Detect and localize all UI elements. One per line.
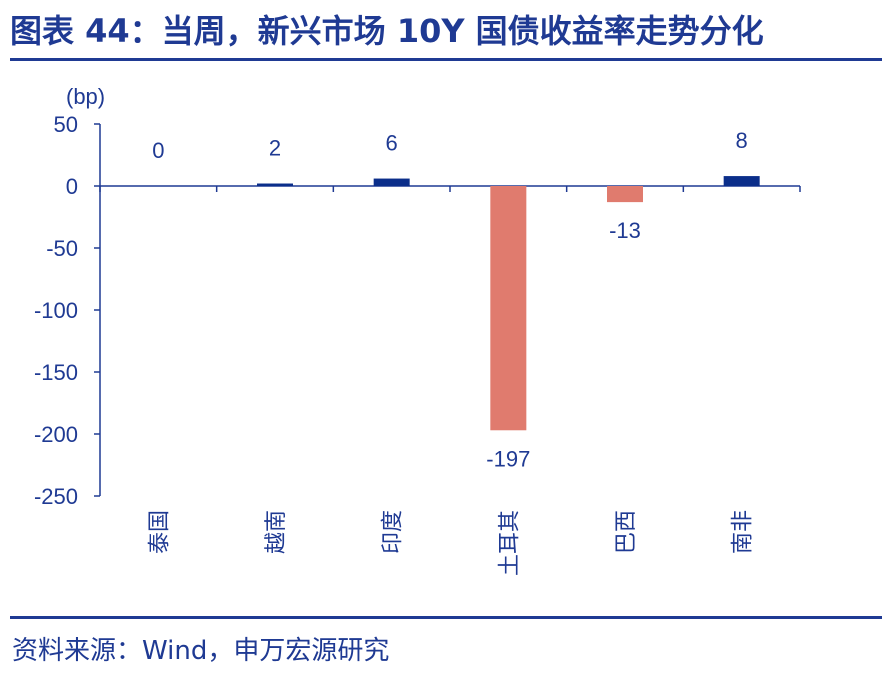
data-label-0: 0 [152, 138, 164, 163]
chart-title: 图表 44：当周，新兴市场 10Y 国债收益率走势分化 [10, 12, 764, 50]
category-label-3: 土耳其 [497, 510, 522, 576]
y-unit-label: (bp) [66, 84, 105, 109]
y-axis: 50 0 -50 -100 -150 -200 -250 [34, 112, 101, 509]
category-label-2: 印度 [381, 510, 406, 554]
category-label-1: 越南 [264, 510, 289, 554]
bars [257, 176, 760, 431]
bar-2 [373, 178, 410, 186]
bar-1 [257, 183, 293, 186]
y-tick-label: -100 [34, 298, 78, 323]
bar-4 [607, 186, 643, 203]
category-labels: 泰国 越南 印度 土耳其 巴西 南非 [147, 510, 755, 576]
source-note: 资料来源：Wind，申万宏源研究 [12, 636, 390, 666]
bar-3 [490, 186, 527, 431]
source-divider [10, 616, 882, 619]
data-label-5: 8 [736, 128, 748, 153]
y-tick-label: -50 [46, 236, 78, 261]
category-label-4: 巴西 [614, 510, 639, 554]
bar-chart: (bp) 500-50-100-150-200-250 0 2 6-197-138 … [34, 84, 801, 576]
data-label-3: -197 [486, 446, 530, 471]
data-labels: 0 2 6 -197 -13 8 [152, 128, 748, 471]
x-axis [99, 185, 801, 192]
y-tick-label: 50 [54, 112, 78, 137]
y-tick-label: -200 [34, 422, 78, 447]
data-label-2: 6 [386, 131, 398, 156]
y-tick-label: -150 [34, 360, 78, 385]
title-divider [10, 58, 882, 61]
y-tick-label: 0 [66, 174, 78, 199]
data-label-1: 2 [269, 136, 281, 161]
category-label-0: 泰国 [147, 510, 172, 554]
bar-5 [723, 176, 760, 186]
data-label-4: -13 [609, 218, 641, 243]
category-label-5: 南非 [731, 510, 756, 554]
y-tick-label: -250 [34, 484, 78, 509]
